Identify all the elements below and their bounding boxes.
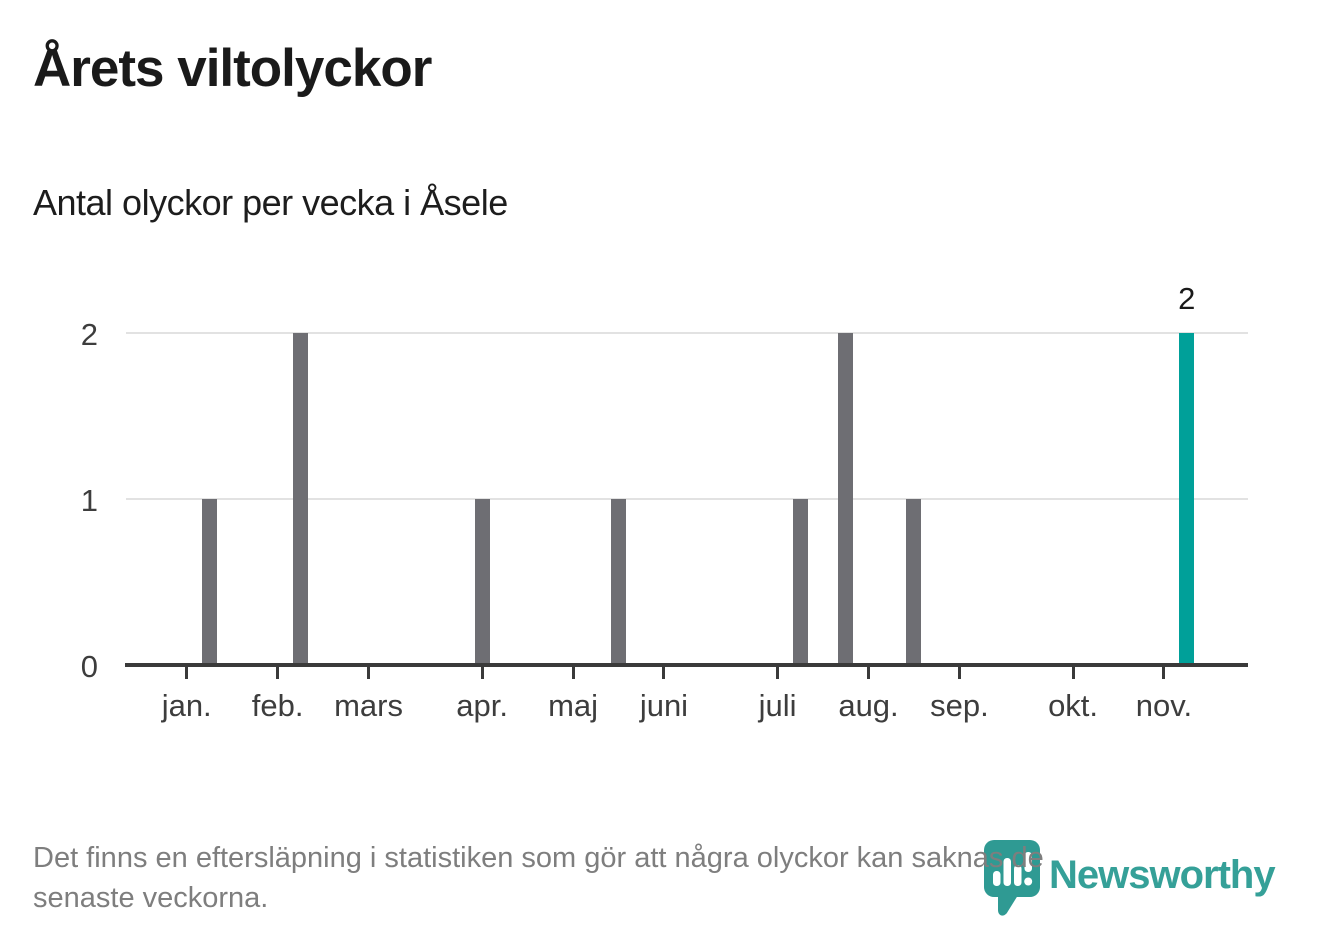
x-axis-label: mars (334, 688, 403, 723)
x-axis-label: aug. (838, 688, 899, 723)
x-axis-label: apr. (456, 688, 508, 723)
x-axis-tick (185, 667, 189, 679)
y-axis-label: 2 (80, 317, 98, 353)
x-axis-label: maj (548, 688, 599, 723)
x-axis-tick (276, 667, 280, 679)
chart-bar (201, 499, 217, 664)
x-axis-label: sep. (930, 688, 989, 723)
chart-footnote: Det finns en eftersläpning i statistiken… (33, 838, 1044, 918)
chart-bar (792, 499, 808, 664)
x-axis-tick (480, 667, 484, 679)
chart-gridline (126, 498, 1248, 501)
chart-bar (611, 499, 626, 664)
x-axis-tick (367, 667, 371, 679)
x-axis-tick (867, 667, 870, 679)
x-axis-tick (776, 667, 780, 679)
x-axis-tick (1071, 667, 1075, 679)
x-axis-tick (1162, 667, 1166, 679)
x-axis-tick (957, 667, 961, 679)
x-axis-label: juni (639, 688, 689, 723)
chart-bar (1179, 333, 1195, 664)
x-axis-line (125, 663, 1248, 667)
page-subtitle: Antal olyckor per vecka i Åsele (33, 182, 508, 223)
x-axis-tick (571, 667, 575, 679)
chart-bar (838, 333, 854, 664)
footnote-line: senaste veckorna. (33, 882, 269, 914)
x-axis-label: feb. (251, 688, 304, 723)
bar-value-label: 2 (1178, 281, 1196, 317)
newsworthy-logo: Newsworthy (984, 840, 1276, 918)
x-axis-label: jan. (161, 688, 212, 723)
x-axis-tick (662, 667, 666, 679)
x-axis-label: juli (758, 688, 797, 723)
newsworthy-wordmark: Newsworthy (1049, 853, 1276, 897)
chart-bar (292, 333, 308, 664)
page-title: Årets viltolyckor (33, 39, 432, 98)
x-axis-label: nov. (1135, 688, 1193, 723)
y-axis-label: 0 (80, 649, 98, 684)
y-axis-label: 1 (80, 483, 98, 519)
bar-chart-map-pin-icon (984, 840, 1040, 916)
chart-bar (906, 499, 922, 664)
chart-gridline (126, 332, 1248, 335)
footnote-line: Det finns en eftersläpning i statistiken… (33, 842, 1044, 874)
x-axis-label: okt. (1048, 688, 1099, 723)
chart-bar (474, 499, 490, 664)
